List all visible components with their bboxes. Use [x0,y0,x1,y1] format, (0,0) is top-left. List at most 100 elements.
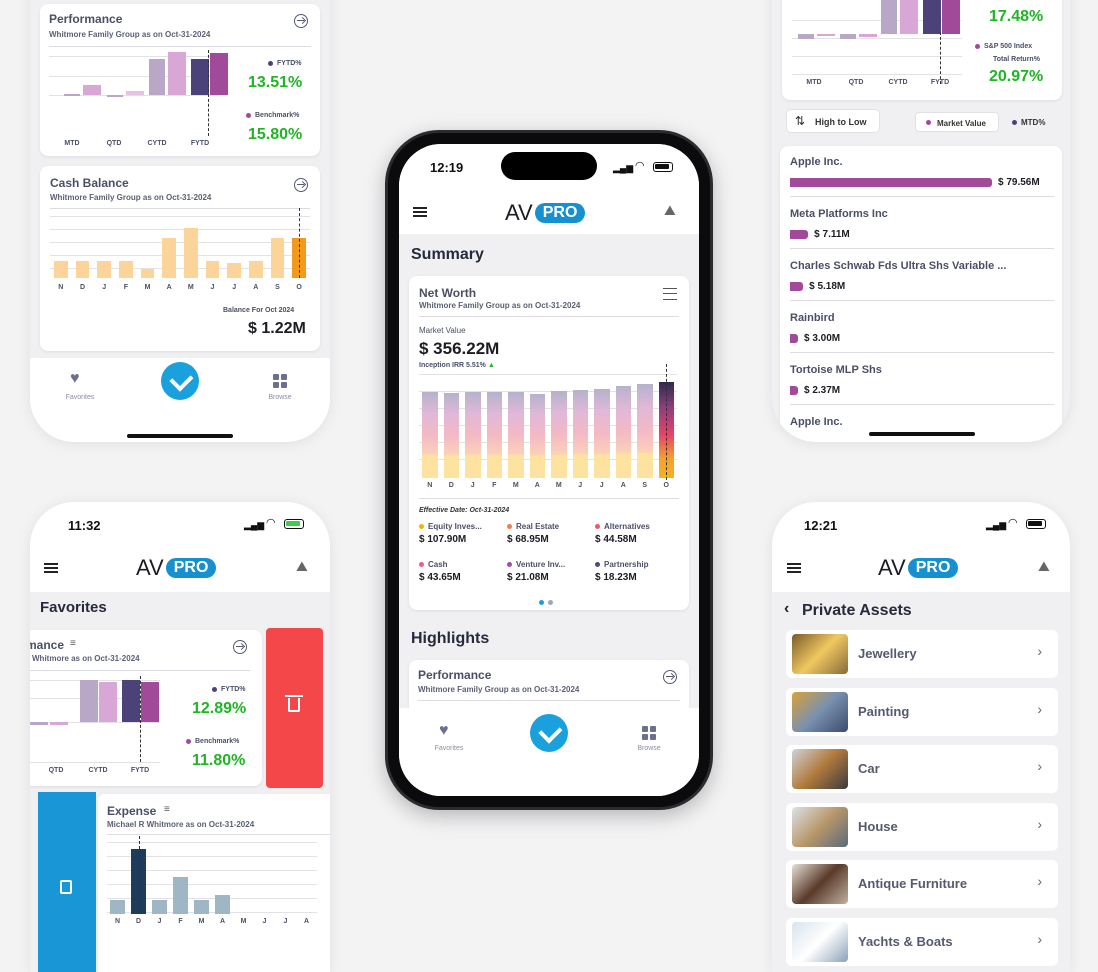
chart-bar [270,238,285,278]
asset-item[interactable]: Car › [786,745,1058,793]
x-tick-label: M [555,482,562,489]
asset-item[interactable]: House › [786,802,1058,851]
chart-bar [594,388,610,478]
battery-charging-icon [284,519,304,529]
chart-bar [798,34,814,39]
menu-icon[interactable] [413,207,427,217]
chevron-right-icon: › [1037,930,1042,947]
browse-grid-icon[interactable] [273,374,287,388]
asset-item[interactable]: Yachts & Boats › [786,917,1058,966]
chart-bar [508,391,524,478]
legend-value: $ 21.08M [507,572,549,583]
x-tick-label: M [187,284,194,291]
arrow-right-circle-icon[interactable] [663,670,677,684]
filter-sliders-icon[interactable] [663,288,677,300]
chart-bar [75,261,90,278]
home-logo-button[interactable] [161,362,199,400]
x-tick-label: J [232,284,237,291]
holding-name: Tortoise MLP Shs [790,364,882,376]
signal-icon: ▂▄▆ [986,520,1007,530]
delete-button[interactable] [266,628,323,788]
menu-icon[interactable] [44,563,58,573]
home-logo-button[interactable] [530,714,568,752]
chart-bar [30,722,48,725]
x-tick-label: J [470,482,475,489]
chart-bar [529,393,545,478]
arrow-right-circle-icon[interactable] [294,178,308,192]
x-tick-label: M [198,918,205,925]
phone-summary: 12:19 ▂▄▆ ◠ AV PRO ⛰ Summary Net Worth Wh… [399,144,699,796]
wifi-icon: ◠ [635,160,645,172]
holding-bar [790,282,804,291]
phone-private-assets: 12:21 ▂▄▆ ◠ AV PRO ⛰ ‹ Private Assets Jew… [772,502,1070,972]
x-tick-label: M [512,482,519,489]
x-tick-label: F [123,284,128,291]
status-time: 12:21 [804,518,838,533]
legend-value: $ 43.65M [419,572,461,583]
chart-bar [194,899,209,914]
chart-bar [99,682,117,722]
chart-bar [173,876,188,914]
net-worth-card[interactable]: Net Worth Whitmore Family Group as on Oc… [409,276,689,610]
asset-item[interactable]: Antique Furniture › [786,860,1058,908]
browse-grid-icon[interactable] [642,726,656,740]
heart-icon[interactable]: ♥ [439,722,449,739]
app-logo: AV PRO [878,555,959,581]
x-tick-label: CYTD [147,140,167,147]
x-tick-label: N [427,482,433,489]
sort-icon: ⇅ [795,114,806,128]
legend-mtd[interactable]: MTD% [1012,118,1045,127]
asset-item[interactable]: Painting › [786,687,1058,736]
private-assets-list: Jewellery › Painting › Car › House › Antique Fur… [786,630,1060,970]
chart-bar [191,59,209,95]
chart-bar [486,391,502,478]
page-dots[interactable] [539,594,557,610]
x-tick-label: J [210,284,215,291]
back-chevron-icon[interactable]: ‹ [784,600,790,617]
arrow-right-circle-icon[interactable] [233,640,247,654]
chart-bar [141,682,159,722]
holding-name: Apple Inc. [790,156,843,168]
section-highlights: Highlights [411,630,490,647]
chevron-right-icon: › [1037,873,1042,889]
mountain-icon[interactable]: ⛰ [664,202,676,218]
wifi-icon: ◠ [1008,517,1018,529]
legend-market-value[interactable]: Market Value [915,112,999,132]
menu-icon[interactable] [787,563,801,573]
mountain-icon[interactable]: ⛰ [1038,558,1050,574]
card-title: Cash Balance [50,176,129,190]
sort-button[interactable]: ⇅ High to Low [786,109,880,133]
holding-bar [790,178,992,187]
chart-bar [900,0,918,34]
favorite-expense-card[interactable]: Expense ≡ Michael R Whitmore as on Oct-3… [98,794,330,972]
chevron-right-icon: › [1037,700,1042,717]
x-tick-label: D [79,284,86,291]
x-tick-label: O [296,284,302,291]
holding-value: $ 7.11M [814,229,850,240]
heart-icon[interactable]: ♥ [70,370,80,387]
chart-bar [149,59,165,95]
x-tick-label: A [219,918,226,925]
x-tick-label: S [642,482,648,489]
tab-bar: ♥ Favorites Browse [30,358,330,442]
chevron-right-icon: › [1037,815,1042,832]
favorite-performance-card[interactable]: mance ≡ Whitmore as on Oct-31-2024 QTD C… [30,630,262,786]
x-tick-label: A [303,918,310,925]
chart-bar [551,390,567,478]
performance-card[interactable]: Performance Whitmore Family Group as on … [40,4,320,156]
legend-value: $ 18.23M [595,572,637,583]
arrow-right-circle-icon[interactable] [294,14,308,28]
asset-item[interactable]: Jewellery › [786,630,1058,678]
cash-balance-card[interactable]: Cash Balance Whitmore Family Group as on… [40,166,320,351]
chart-bar [50,722,68,725]
chart-bar [840,34,856,39]
mountain-icon[interactable]: ⛰ [296,558,308,574]
battery-icon [653,162,673,172]
duplicate-button[interactable] [38,792,96,972]
copy-icon [60,880,72,894]
x-tick-label: N [58,284,64,291]
chart-bar [126,91,144,95]
signal-icon: ▂▄▆ [613,163,634,173]
chart-bar [107,95,123,97]
chart-bar [80,680,98,722]
